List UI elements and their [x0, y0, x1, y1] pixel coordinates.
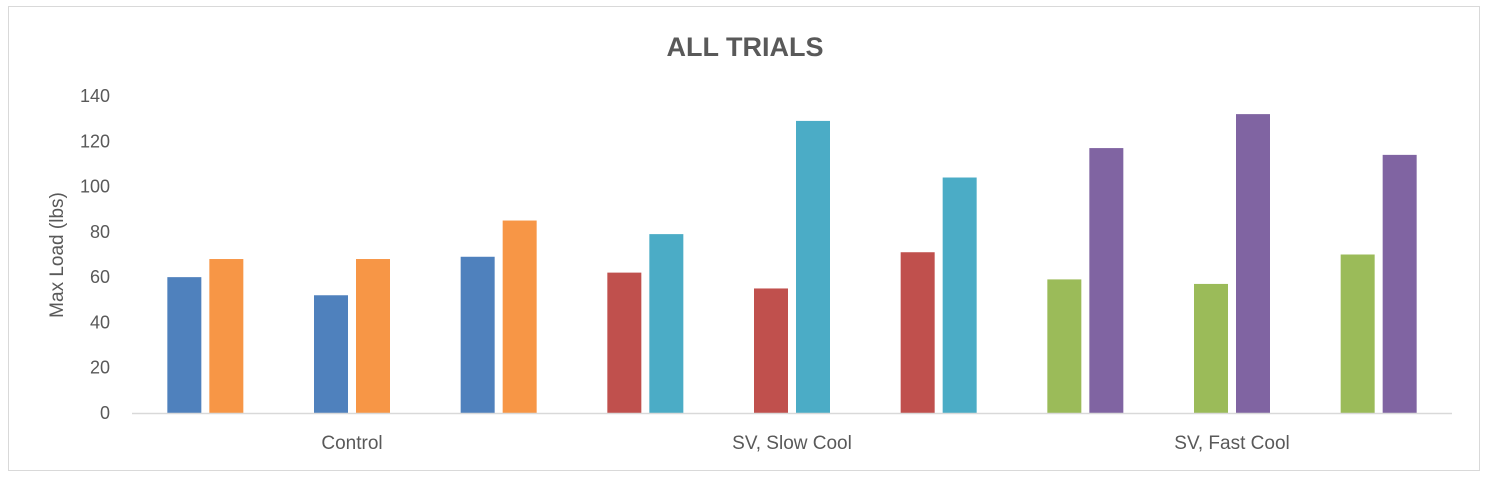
bar	[1089, 148, 1124, 414]
y-tick-label: 60	[90, 267, 110, 287]
y-tick-label: 40	[90, 312, 110, 332]
y-tick-label: 100	[80, 177, 110, 197]
category-label: SV, Fast Cool	[1174, 433, 1289, 454]
bar	[607, 272, 642, 413]
bars	[167, 114, 1417, 414]
category-label: SV, Slow Cool	[732, 433, 852, 454]
bar	[900, 252, 935, 413]
bar	[460, 256, 495, 413]
bar	[1340, 254, 1375, 413]
y-axis-label: Max Load (lbs)	[47, 192, 68, 318]
bar	[754, 288, 788, 413]
bar	[209, 259, 244, 413]
category-label: Control	[321, 433, 382, 454]
y-tick-label: 20	[90, 358, 110, 378]
bar	[1382, 154, 1417, 413]
chart-frame	[8, 6, 1480, 471]
bar	[1047, 279, 1082, 413]
bar	[1236, 114, 1270, 413]
bar	[649, 234, 684, 413]
y-tick-label: 80	[90, 222, 110, 242]
bar	[796, 120, 830, 414]
bar	[356, 259, 390, 413]
y-tick-label: 0	[100, 403, 110, 423]
bar	[1194, 283, 1228, 413]
bar	[314, 295, 348, 413]
category-labels: Control SV, Slow Cool SV, Fast Cool	[321, 433, 1289, 454]
bar	[942, 177, 977, 413]
bar	[167, 277, 202, 413]
bar	[502, 220, 537, 413]
y-axis-ticks: 0 20 40 60 80 100 120 140	[80, 86, 110, 423]
chart-title: ALL TRIALS	[667, 32, 824, 62]
y-tick-label: 120	[80, 131, 110, 151]
y-tick-label: 140	[80, 86, 110, 106]
